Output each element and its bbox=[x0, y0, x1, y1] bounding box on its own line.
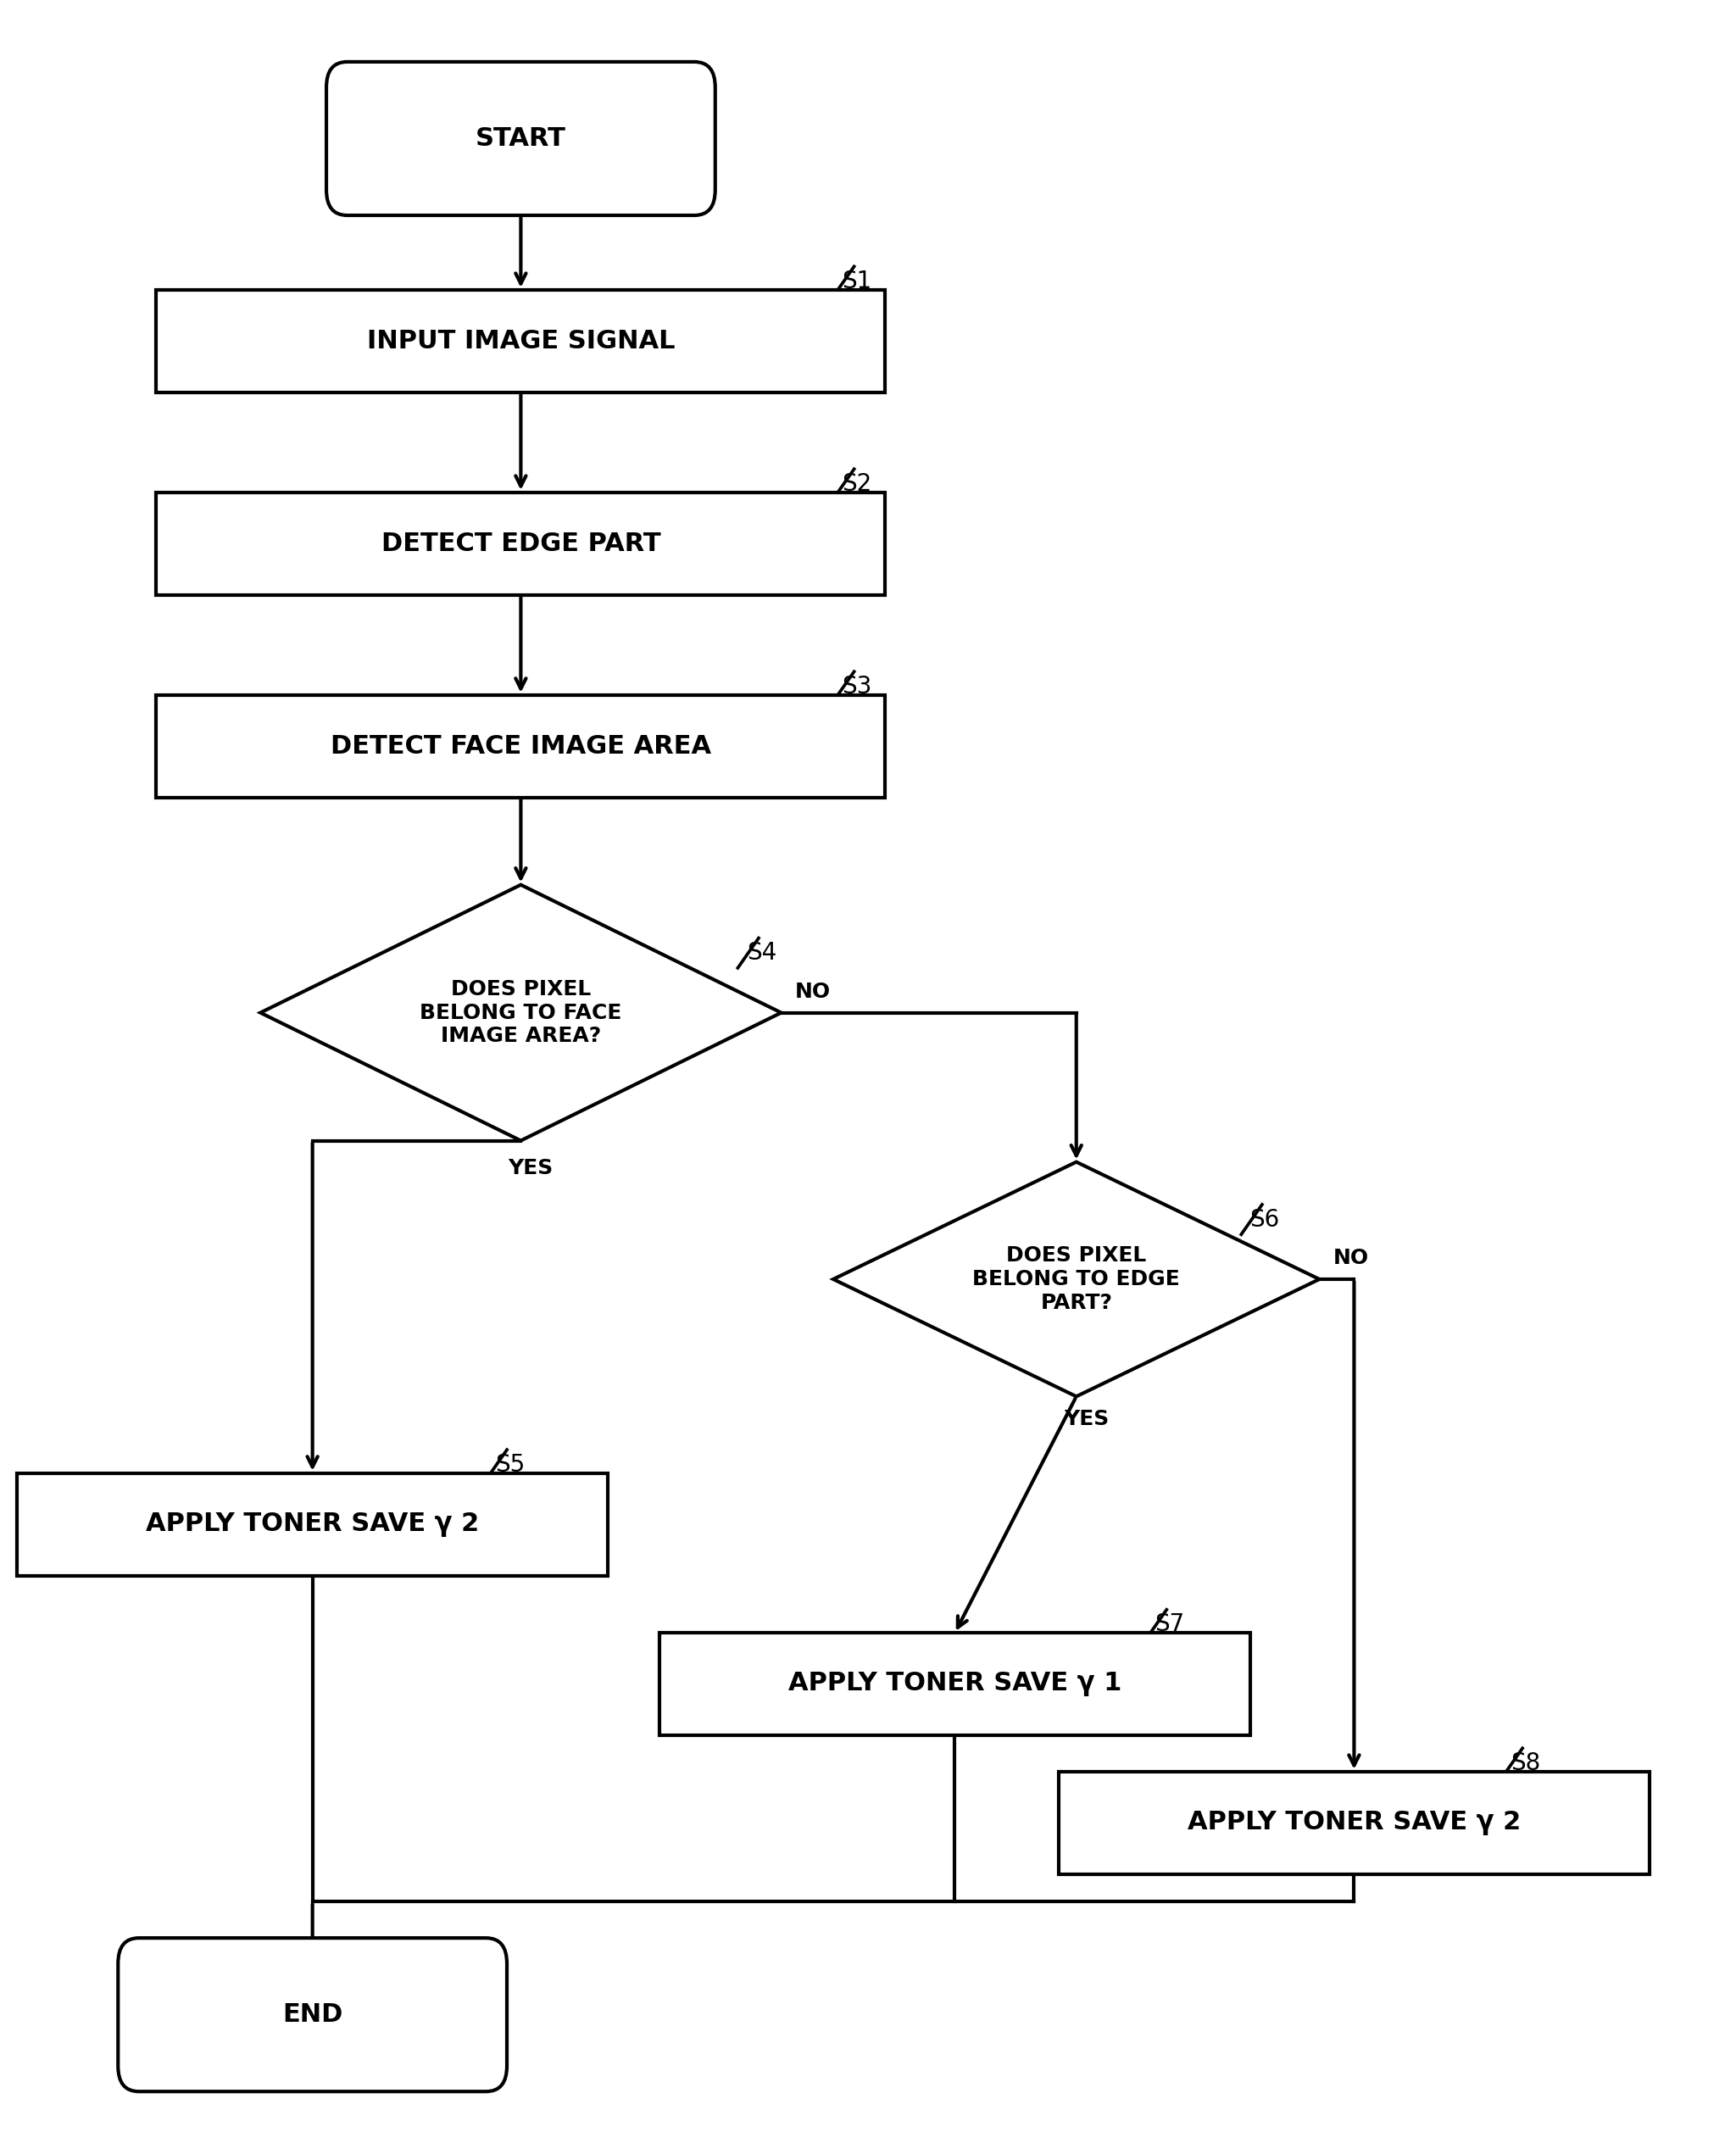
Text: DOES PIXEL
BELONG TO FACE
IMAGE AREA?: DOES PIXEL BELONG TO FACE IMAGE AREA? bbox=[420, 979, 621, 1047]
Text: S6: S6 bbox=[1250, 1207, 1279, 1232]
Text: S8: S8 bbox=[1510, 1750, 1540, 1776]
Text: DOES PIXEL
BELONG TO EDGE
PART?: DOES PIXEL BELONG TO EDGE PART? bbox=[972, 1245, 1180, 1313]
Text: YES: YES bbox=[507, 1158, 554, 1179]
FancyBboxPatch shape bbox=[118, 1938, 507, 2091]
Text: DETECT EDGE PART: DETECT EDGE PART bbox=[382, 531, 660, 556]
Text: YES: YES bbox=[1064, 1409, 1109, 1431]
Text: INPUT IMAGE SIGNAL: INPUT IMAGE SIGNAL bbox=[366, 328, 675, 354]
Text: S5: S5 bbox=[495, 1452, 524, 1477]
Text: NO: NO bbox=[795, 981, 832, 1002]
Bar bbox=[156, 492, 885, 595]
Bar bbox=[17, 1473, 608, 1576]
Bar bbox=[660, 1633, 1250, 1735]
Bar bbox=[156, 290, 885, 392]
Text: APPLY TONER SAVE γ 2: APPLY TONER SAVE γ 2 bbox=[1187, 1810, 1521, 1836]
Polygon shape bbox=[260, 885, 781, 1141]
Text: NO: NO bbox=[1333, 1247, 1370, 1269]
FancyBboxPatch shape bbox=[326, 62, 715, 215]
Bar bbox=[156, 695, 885, 797]
Text: START: START bbox=[476, 126, 566, 151]
Text: END: END bbox=[283, 2002, 342, 2028]
Polygon shape bbox=[833, 1162, 1319, 1396]
Text: S1: S1 bbox=[842, 269, 871, 294]
Text: APPLY TONER SAVE γ 1: APPLY TONER SAVE γ 1 bbox=[788, 1671, 1121, 1697]
Text: APPLY TONER SAVE γ 2: APPLY TONER SAVE γ 2 bbox=[146, 1512, 479, 1537]
Text: DETECT FACE IMAGE AREA: DETECT FACE IMAGE AREA bbox=[330, 733, 712, 759]
Text: S4: S4 bbox=[746, 940, 776, 966]
Text: S2: S2 bbox=[842, 471, 871, 497]
Text: S3: S3 bbox=[842, 674, 871, 699]
Text: S7: S7 bbox=[1154, 1612, 1184, 1637]
Bar bbox=[1059, 1772, 1649, 1874]
